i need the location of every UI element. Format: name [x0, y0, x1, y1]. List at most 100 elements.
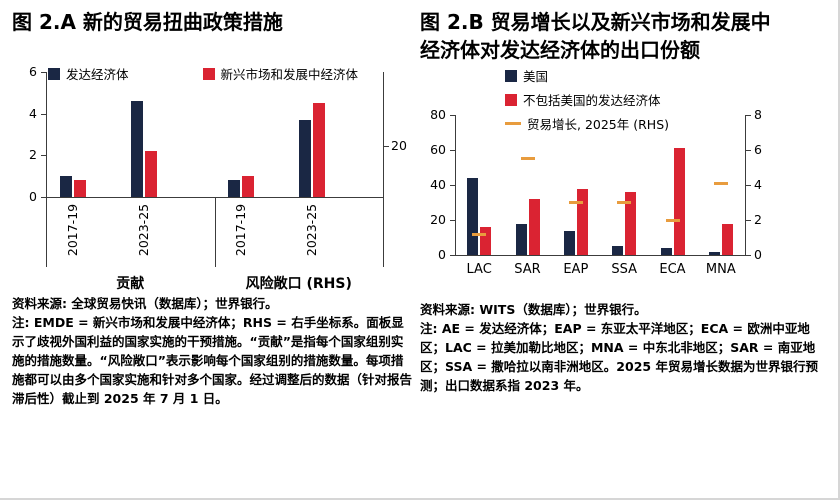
bar-red [721, 223, 733, 255]
left-tick-label: 2 [29, 147, 37, 163]
bar-navy [563, 230, 575, 255]
right-axis-tick [746, 150, 751, 151]
legend-item-ae-excl-usa: 不包括美国的发达经济体 [505, 90, 669, 109]
right-tick-label: 6 [754, 142, 762, 157]
trade-growth-marker [665, 218, 680, 222]
panel-a-notes: 资料来源: 全球贸易快讯（数据库）；世界银行。 注: EMDE = 新兴市场和发… [12, 294, 412, 408]
left-axis-tick [450, 255, 455, 256]
panel-b: 图 2.B 贸易增长以及新兴市场和发展中经济体对发达经济体的出口份额 美国 不包… [420, 8, 834, 393]
panel-b-title: 图 2.B 贸易增长以及新兴市场和发展中经济体对发达经济体的出口份额 [420, 10, 771, 62]
navy-square-icon [48, 67, 60, 80]
panel-b-legend: 美国 不包括美国的发达经济体 贸易增长, 2025年 (RHS) [505, 66, 669, 133]
trade-growth-marker [520, 157, 535, 161]
bar-red [73, 180, 86, 197]
left-axis-tick [450, 150, 455, 151]
trade-growth-marker [713, 181, 728, 185]
panel-a-legend: 发达经济体 新兴市场和发展中经济体 [48, 64, 358, 83]
trade-growth-marker [472, 232, 487, 236]
y-axis-right [745, 115, 746, 256]
bar-navy [228, 180, 241, 197]
legend-label: 不包括美国的发达经济体 [523, 93, 661, 108]
note-text: 注: EMDE = 新兴市场和发展中经济体；RHS = 右手坐标系。面板显示了歧… [12, 315, 413, 406]
legend-label: 发达经济体 [66, 67, 129, 82]
left-axis-tick [41, 113, 46, 115]
bar-red [242, 176, 255, 197]
left-tick-label: 6 [29, 64, 37, 79]
left-tick-label: 60 [430, 142, 446, 157]
left-tick-label: 4 [29, 105, 37, 121]
trade-growth-marker [617, 201, 632, 204]
bar-red [313, 103, 326, 197]
source-line: 资料来源: WITS（数据库）；世界银行。 [420, 302, 647, 317]
right-axis-tick [746, 185, 751, 186]
x-axis-line [455, 255, 746, 256]
group-separator-line [214, 197, 216, 267]
bar-navy [130, 101, 143, 197]
left-axis-tick [450, 115, 455, 116]
legend-item-emde: 新兴市场和发展中经济体 [202, 64, 359, 83]
panel-a-chart: 0 2 4 6 20 2017-19 2023-25 2017-19 2023-25 贡献 风险敞口… [12, 64, 416, 297]
red-square-icon [505, 93, 517, 106]
x-axis-line [46, 197, 384, 198]
left-axis-tick [41, 197, 46, 198]
x-category-label: ECA [659, 262, 686, 277]
bar-red [480, 227, 492, 255]
legend-label: 新兴市场和发展中经济体 [220, 67, 359, 82]
bar-navy [708, 251, 720, 255]
legend-label: 贸易增长, 2025年 (RHS) [527, 117, 670, 132]
left-axis-tick [41, 155, 46, 157]
left-tick-label: 20 [430, 212, 446, 227]
left-axis-tick [450, 220, 455, 221]
left-tick-label: 0 [29, 189, 37, 204]
left-tick-label: 80 [430, 107, 446, 122]
right-axis-tick [746, 255, 751, 256]
y-axis-right [383, 72, 384, 267]
source-line: 资料来源: 全球贸易快讯（数据库）；世界银行。 [12, 296, 278, 311]
legend-label: 美国 [523, 69, 549, 84]
bar-red [673, 148, 685, 255]
panel-a-title: 图 2.A 新的贸易扭曲政策措施 [12, 10, 283, 34]
x-category-label: EAP [563, 262, 589, 277]
bar-navy [59, 176, 72, 197]
x-category-label: MNA [705, 262, 736, 277]
legend-item-usa: 美国 [505, 66, 669, 85]
panel-b-chart: 0 20 40 60 80 0 2 4 6 8 LAC SAR EAP SSA ECA MNA [420, 107, 772, 287]
navy-square-icon [505, 69, 517, 82]
x-group-label: 风险敞口 (RHS) [245, 276, 352, 292]
y-axis-left [455, 115, 456, 256]
x-category-label: LAC [466, 262, 492, 277]
orange-dash-icon [505, 122, 521, 125]
legend-item-trade-growth: 贸易增长, 2025年 (RHS) [505, 114, 669, 133]
bar-navy [612, 246, 624, 255]
x-category-label: SAR [514, 262, 541, 277]
right-axis-tick [384, 145, 389, 147]
bar-navy [467, 178, 479, 255]
right-axis-tick [746, 220, 751, 221]
bar-red [576, 188, 588, 255]
left-axis-tick [41, 72, 46, 73]
panel-b-notes: 资料来源: WITS（数据库）；世界银行。 注: AE = 发达经济体；EAP … [420, 300, 832, 395]
right-tick-label: 0 [754, 247, 762, 262]
bar-red [625, 192, 637, 255]
y-axis-left [46, 72, 47, 267]
x-category-label: 2017-19 [64, 203, 80, 257]
x-category-label: 2017-19 [233, 203, 249, 257]
right-tick-label: 20 [391, 137, 407, 153]
bar-navy [515, 223, 527, 255]
trade-growth-marker [568, 201, 583, 204]
x-group-label: 贡献 [116, 276, 145, 292]
right-tick-label: 2 [754, 212, 762, 227]
panel-a: 图 2.A 新的贸易扭曲政策措施 发达经济体 新兴市场和发展中经济体 0 2 4 6 2… [12, 8, 416, 406]
x-category-label: 2023-25 [304, 203, 320, 257]
red-square-icon [202, 67, 215, 80]
note-text: 注: AE = 发达经济体；EAP = 东亚太平洋地区；ECA = 欧洲中亚地区… [420, 321, 818, 393]
bar-red [528, 199, 540, 255]
right-tick-label: 4 [754, 177, 762, 192]
bar-red [144, 151, 157, 197]
bar-navy [660, 248, 672, 255]
x-category-label: 2023-25 [135, 203, 151, 257]
left-tick-label: 0 [438, 247, 446, 262]
left-tick-label: 40 [430, 177, 446, 192]
legend-item-advanced-economies: 发达经济体 [48, 64, 129, 83]
